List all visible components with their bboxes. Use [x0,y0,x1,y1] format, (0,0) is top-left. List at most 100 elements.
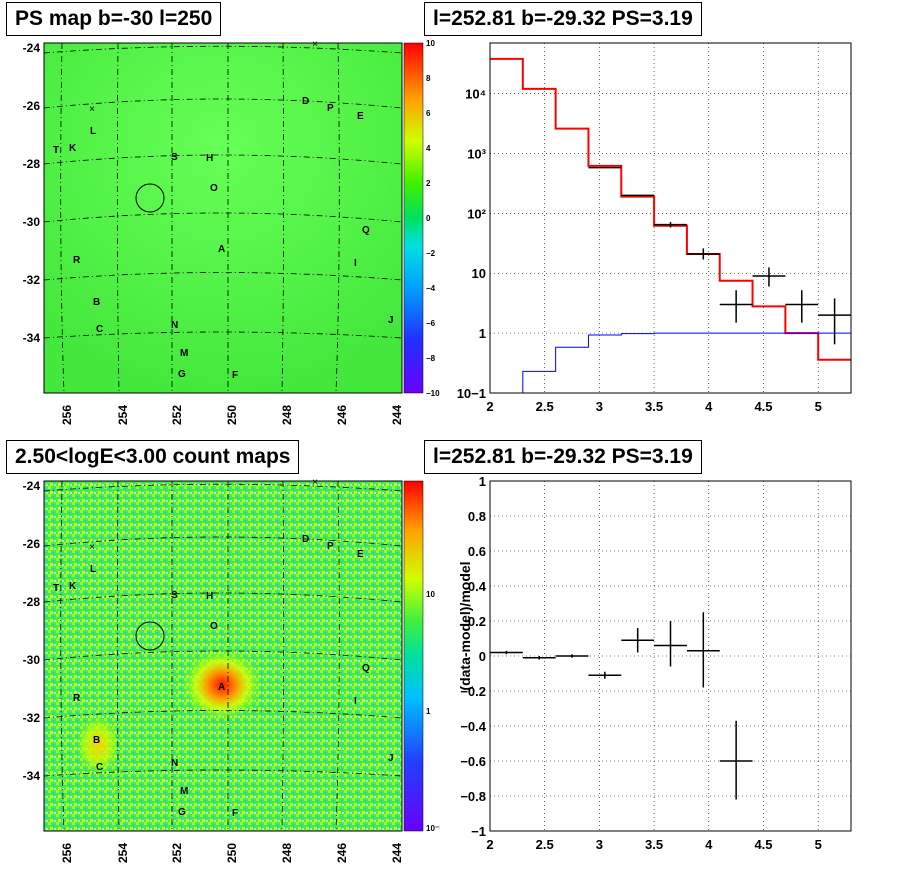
hotspot-b [76,715,120,775]
y-tick-label: 10⁴ [465,87,486,102]
colorbar-tick: 2 [426,179,431,188]
y-tick-label: -32 [23,711,41,725]
count-map-gridlines [43,480,403,832]
source-label: R [73,693,81,704]
colorbar-tick: −6 [426,319,436,328]
y-axis-label: (data-model)/model [457,561,473,690]
source-label: J [388,753,394,764]
colorbar-tick: 10 [426,39,435,48]
cross-marker: × [89,104,95,115]
source-label: M [180,348,188,359]
cross-marker: × [89,542,95,553]
count-colorbar [403,480,424,832]
source-label: T [53,145,59,156]
source-label: B [93,735,100,746]
source-label: K [69,143,77,154]
y-tick-label: -32 [23,273,41,287]
ps-map-area [43,42,403,394]
x-tick-label: 4.5 [754,837,772,852]
source-label: N [171,758,178,769]
colorbar-tick: 10 [426,590,435,599]
source-label: P [327,103,334,114]
x-tick-label: 254 [116,405,130,425]
y-tick-label: 1 [479,326,486,341]
x-tick-label: 2 [486,399,493,414]
x-tick-label: 248 [280,843,294,863]
x-tick-label: 3.5 [645,399,663,414]
ps-map-x-ticks: 256 254 252 250 248 246 244 [60,405,404,425]
x-tick-label: 244 [390,843,404,863]
source-label: B [93,297,100,308]
x-tick-label: 250 [225,843,239,863]
spectrum-title: l=252.81 b=-29.32 PS=3.19 [424,2,702,36]
colorbar-tick: 8 [426,74,431,83]
histogram-series [490,332,851,394]
colorbar-tick: 4 [426,144,431,153]
x-tick-label: 244 [390,405,404,425]
colorbar-tick: 0 [426,214,431,223]
count-map-y-ticks: -24 -26 -28 -30 -32 -34 [23,479,41,783]
source-label: O [210,621,218,632]
y-tick-label: 1 [479,474,486,489]
residual-chart: 2 2.5 3 3.5 4 4.5 5 −1 −0.8 −0.6 −0.4 −0.2 0 0.2 0.4 0.… [457,474,852,852]
x-tick-label: 4 [705,837,713,852]
y-tick-label: -28 [23,595,41,609]
x-tick-label: 3 [596,837,603,852]
y-tick-label: 0 [479,649,486,664]
y-tick-label: −0.4 [460,719,486,734]
colorbar-tick: −2 [426,249,436,258]
x-tick-label: 2.5 [536,837,554,852]
y-tick-label: 0.2 [468,614,486,629]
source-label: F [232,370,238,381]
source-label: E [357,111,364,122]
x-tick-label: 252 [170,843,184,863]
y-tick-label: -34 [23,769,41,783]
count-map-title: 2.50<logE<3.00 count maps [6,440,300,474]
source-label: M [180,786,188,797]
plot-frame [489,480,852,832]
count-map-x-ticks: 256 254 252 250 248 246 244 [60,843,404,863]
y-tick-label: -26 [23,99,41,113]
x-tick-label: 252 [170,405,184,425]
x-tick-label: 256 [60,843,74,863]
colorbar-tick: −4 [426,284,436,293]
source-label: C [96,762,103,773]
source-label: I [354,696,357,707]
x-tick-label: 4 [705,399,713,414]
source-label: S [171,152,178,163]
source-label: P [327,541,334,552]
source-label: Q [362,225,370,236]
count-map-panel: × × D P E L T K S H O Q A R I B C N J M … [23,477,440,863]
colorbar-tick: 10⁻¹ [426,824,440,833]
source-label: D [302,96,309,107]
y-tick-label: 10−1 [457,386,486,401]
x-tick-label: 3.5 [645,837,663,852]
y-tick-label: -30 [23,653,41,667]
source-label: G [178,807,186,818]
x-tick-label: 246 [335,843,349,863]
x-tick-label: 3 [596,399,603,414]
ps-map-gridlines [43,42,403,394]
x-tick-label: 2 [486,837,493,852]
source-label: K [69,581,77,592]
source-label: I [354,258,357,269]
colorbar-tick: 6 [426,109,431,118]
source-label: A [218,244,225,255]
x-tick-label: 246 [335,405,349,425]
y-tick-label: -28 [23,157,41,171]
x-tick-label: 248 [280,405,294,425]
y-tick-label: -24 [23,41,41,55]
ps-map-panel: × × D P E L T K S H O Q A R I B C N J M … [23,39,440,425]
histogram-series [490,57,851,361]
y-tick-label: −0.2 [460,684,486,699]
source-label: L [90,564,96,575]
y-tick-label: 10³ [467,146,486,161]
target-circle [135,183,165,213]
ps-map-title: PS map b=-30 l=250 [6,2,222,36]
colorbar-tick: −10 [426,389,440,398]
source-label: J [388,315,394,326]
y-tick-label: -34 [23,331,41,345]
source-label: A [218,682,225,693]
y-tick-label: 10² [467,206,486,221]
y-tick-label: −1 [471,824,486,839]
